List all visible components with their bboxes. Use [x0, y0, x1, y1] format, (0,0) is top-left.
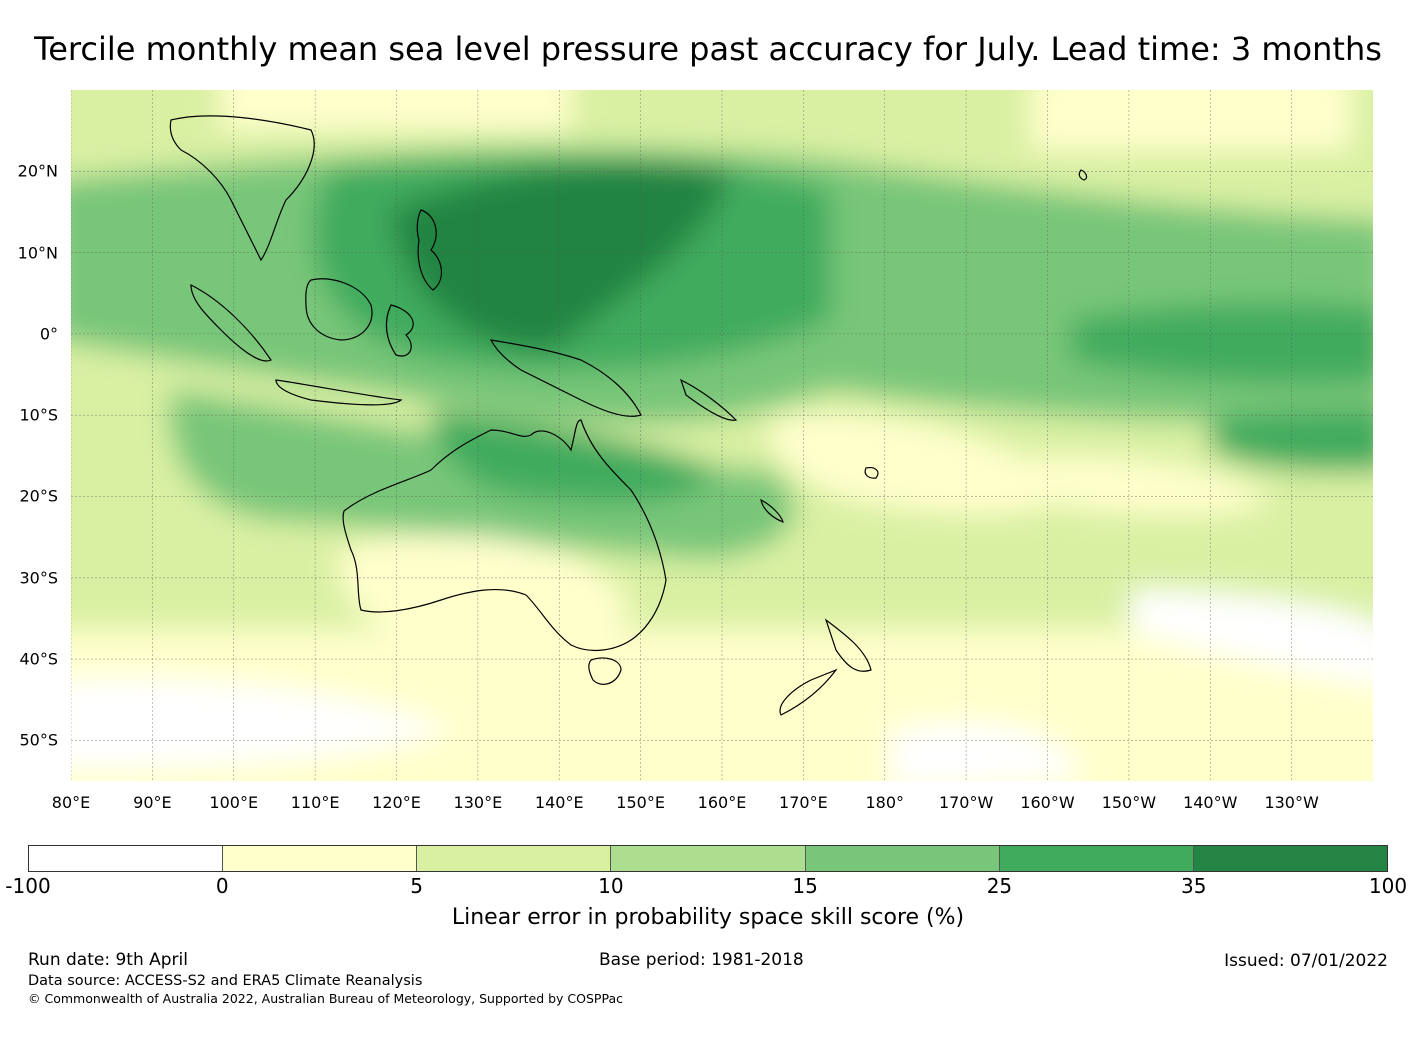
colorbar-tick-label: 100 [1368, 874, 1408, 898]
field-negative-patch-south [891, 722, 1081, 781]
new-zealand-coast [779, 618, 872, 716]
longitude-label: 90°E [133, 793, 172, 812]
colorbar-tick-label: 0 [215, 874, 229, 898]
longitude-label: 140°W [1183, 793, 1238, 812]
fiji-coast [864, 467, 879, 479]
latitude-label: 10°S [19, 405, 58, 425]
colorbar-tick-label: 10 [598, 874, 624, 898]
colorbar-segment [223, 846, 418, 871]
latitude-label: 0° [39, 324, 58, 344]
copyright-notice: © Commonwealth of Australia 2022, Austra… [28, 991, 623, 1006]
colorbar-segment [805, 846, 1000, 871]
colorbar-tick-label: 25 [986, 874, 1013, 898]
map-gridlines [71, 90, 1373, 781]
colorbar [28, 845, 1388, 872]
colorbar-segment [999, 846, 1194, 871]
run-date: Run date: 9th April [28, 950, 188, 970]
longitude-label: 120°E [372, 793, 421, 812]
field-coral-sea-pale [769, 414, 1071, 514]
field-negative-patch-east [1131, 590, 1373, 687]
solomon-islands-coast [679, 378, 738, 421]
colorbar-tick-label: 5 [410, 874, 423, 898]
colorbar-segment [611, 846, 806, 871]
coastlines [169, 115, 1088, 716]
latitude-label: 50°S [19, 730, 58, 750]
field-negative-patch-west [71, 677, 451, 770]
sumatra-java-coast [190, 284, 403, 406]
field-southeast-pacific [1211, 410, 1373, 472]
colorbar-segment [417, 846, 612, 871]
latitude-label: 20°N [17, 161, 58, 181]
australia-coast [342, 419, 667, 651]
latitude-label: 10°N [17, 243, 58, 263]
issued-date: Issued: 07/01/2022 [1224, 951, 1388, 971]
longitude-label: 160°W [1020, 793, 1075, 812]
latitude-label: 40°S [19, 649, 58, 669]
colorbar-label: Linear error in probability space skill … [451, 905, 965, 930]
philippines-coast [416, 209, 442, 291]
new-guinea-coast [489, 339, 642, 417]
hawaii-coast [1078, 169, 1088, 181]
longitude-label: 180° [865, 793, 905, 812]
base-period: Base period: 1981-2018 [599, 950, 804, 970]
skill-score-map [71, 90, 1373, 781]
colorbar-segment [1193, 846, 1387, 871]
longitude-label: 170°W [938, 793, 994, 812]
map-canvas [71, 90, 1373, 781]
field-east-pacific [1071, 303, 1373, 384]
longitude-label: 140°E [534, 793, 584, 812]
tasmania-coast [588, 657, 622, 685]
longitude-label: 150°E [616, 793, 665, 812]
sulawesi-coast [385, 304, 414, 357]
new-caledonia-coast [760, 498, 784, 524]
colorbar-tick-label: 35 [1180, 874, 1207, 898]
latitude-label: 30°S [19, 568, 58, 588]
data-source: Data source: ACCESS-S2 and ERA5 Climate … [28, 973, 423, 989]
latitude-label: 20°S [19, 486, 58, 506]
field-warm-pool-core [391, 162, 731, 350]
borneo-coast [305, 278, 373, 341]
indochina-coast [169, 115, 315, 262]
colorbar-segment [29, 846, 224, 871]
colorbar-tick-label: 15 [792, 874, 818, 898]
longitude-label: 160°E [697, 793, 747, 812]
longitude-label: 100°E [209, 793, 259, 812]
field-northeast-pale [1031, 90, 1351, 150]
longitude-label: 150°W [1101, 793, 1157, 812]
longitude-label: 170°E [779, 793, 828, 812]
longitude-label: 110°E [290, 793, 340, 812]
field-arafura [431, 410, 721, 504]
field-australia-interior [338, 534, 631, 644]
field-north-pale [221, 90, 571, 130]
longitude-label: 130°W [1264, 793, 1319, 812]
map-title: Tercile monthly mean sea level pressure … [34, 30, 1382, 68]
field-central-pacific-pale [1011, 457, 1271, 515]
longitude-label: 130°E [453, 793, 503, 812]
colorbar-tick-label: -100 [5, 874, 51, 898]
longitude-label: 80°E [51, 793, 91, 812]
